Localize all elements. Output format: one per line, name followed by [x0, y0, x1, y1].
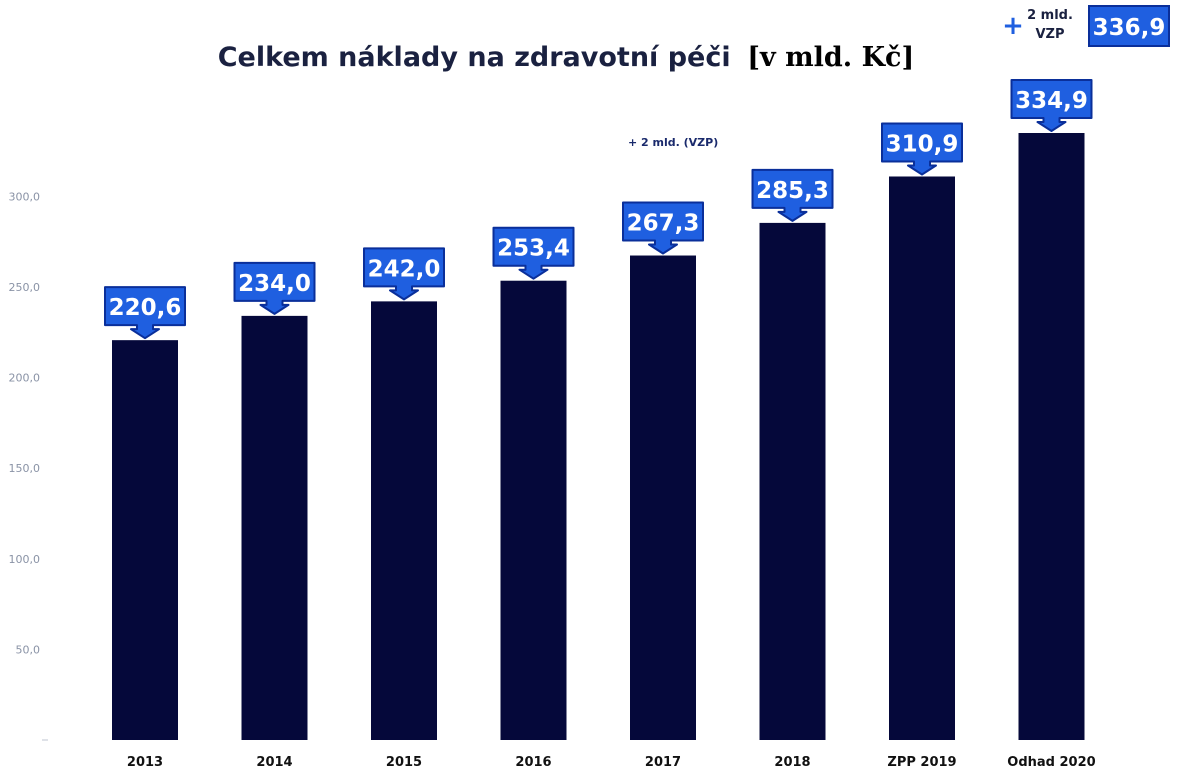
x-tick-label: 2013: [127, 755, 163, 770]
bar: [241, 315, 308, 740]
data-label-callout: [492, 226, 575, 280]
data-label-callout: [363, 247, 445, 301]
x-tick-label: 2017: [645, 755, 681, 770]
y-tick-label: 50,0: [16, 643, 41, 656]
x-tick-label: 2015: [386, 755, 422, 770]
x-axis: 2013 2014 2015 2016 2017 2018 ZPP 2019 Odhad 20…: [127, 755, 1096, 770]
data-labels-group: 220,6 234,0 242,0 253,4 267,3 285,3 310,9 334,9: [104, 78, 1093, 340]
bar: [371, 301, 437, 740]
data-label-callout: [233, 261, 316, 315]
data-label: 242,0: [368, 256, 441, 282]
total-2020-label: 336,9: [1093, 15, 1166, 41]
y-tick-label: 150,0: [9, 462, 41, 475]
data-label: 334,9: [1015, 88, 1088, 114]
bar: [630, 255, 696, 741]
data-label: 285,3: [756, 178, 829, 204]
vzp-annotation: + 2 mld. VZP 336,9: [1002, 5, 1170, 47]
vzp-note-line1: 2 mld.: [1027, 8, 1073, 23]
x-tick-label: ZPP 2019: [887, 755, 956, 770]
plus-icon: +: [1002, 11, 1024, 41]
bar: [759, 222, 826, 741]
data-label-callout: [1010, 78, 1093, 132]
bar: [112, 340, 178, 740]
y-tick-label: 300,0: [9, 190, 41, 203]
x-tick-label: 2018: [774, 755, 810, 770]
note-2017-vzp: + 2 mld. (VZP): [628, 136, 718, 149]
data-label: 310,9: [886, 131, 959, 157]
chart-title-main: Celkem náklady na zdravotní péči: [218, 42, 731, 73]
x-tick-label: 2014: [256, 755, 292, 770]
data-label: 234,0: [238, 271, 311, 297]
y-axis: 50,0 100,0 150,0 200,0 250,0 300,0: [9, 190, 48, 741]
bar: [1018, 132, 1085, 740]
bar: [500, 280, 567, 740]
data-label: 220,6: [109, 295, 182, 321]
y-tick-label: 100,0: [9, 553, 41, 566]
chart-title-unit: [v mld. Kč]: [747, 42, 914, 73]
bars-group: [112, 132, 1085, 741]
x-tick-label: Odhad 2020: [1007, 755, 1095, 770]
total-2020-box: [1088, 5, 1170, 47]
data-label-callout: [751, 168, 834, 222]
y-tick-label: 250,0: [9, 281, 41, 294]
data-label: 253,4: [497, 236, 570, 262]
vzp-note-line2: VZP: [1035, 27, 1064, 42]
y-tick-label: 200,0: [9, 372, 41, 385]
data-label-callout: [104, 286, 186, 340]
data-label-callout: [622, 201, 704, 255]
x-tick-label: 2016: [515, 755, 551, 770]
chart-title: Celkem náklady na zdravotní péči [v mld.…: [218, 42, 915, 73]
data-label: 267,3: [627, 211, 700, 237]
bar: [889, 176, 955, 740]
data-label-callout: [881, 122, 963, 176]
